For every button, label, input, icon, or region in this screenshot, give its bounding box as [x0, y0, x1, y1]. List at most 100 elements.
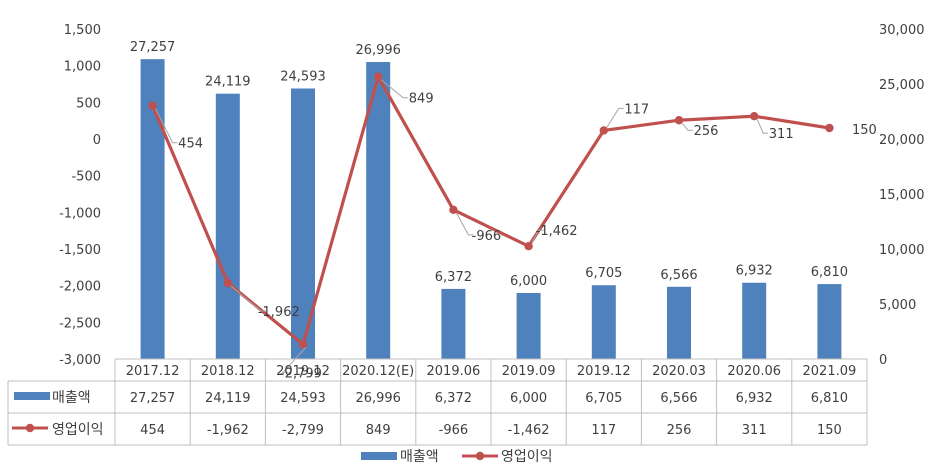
leader-line: [155, 108, 178, 144]
table-cell: 6,000: [510, 391, 547, 406]
right-axis-tick-label: 5,000: [879, 298, 916, 313]
line-data-label: -966: [472, 229, 502, 244]
line-data-label: 150: [852, 123, 877, 138]
table-row-header: 영업이익: [52, 422, 104, 438]
line-data-label: -2,799: [280, 366, 322, 381]
data-table: 2017.12 27,257 454 2018.12 24,119 -1,962 2019.…: [7, 358, 868, 446]
bar-data-label: 6,000: [510, 274, 547, 289]
line-point: [524, 242, 533, 251]
bar: [215, 93, 240, 359]
table-cell: 6,705: [585, 391, 622, 406]
table-cell: 117: [591, 423, 616, 438]
table-cell: 26,996: [355, 391, 401, 406]
category-label: 2019.09: [502, 364, 556, 379]
category-label: 2020.03: [652, 364, 706, 379]
line-data-label: 256: [694, 124, 719, 139]
bar-data-label: 27,257: [130, 40, 176, 55]
bar-data-label: 6,372: [435, 270, 472, 285]
line-point: [449, 205, 458, 215]
category-label: 2017.12: [126, 364, 180, 379]
category-label: 2020.06: [727, 364, 781, 379]
table-cell: -2,799: [282, 423, 324, 438]
leader-lines: [155, 79, 769, 373]
line-data-label: 849: [409, 92, 434, 107]
bar-data-label: 24,119: [205, 75, 251, 90]
bar: [742, 282, 767, 359]
leader-line: [681, 122, 693, 131]
left-axis-tick-label: -500: [71, 170, 101, 185]
line-point: [674, 116, 684, 125]
category-label: 2019.06: [427, 364, 481, 379]
table-cell: -1,462: [508, 423, 550, 438]
category-label: 2018.12: [201, 364, 255, 379]
table-cell: 311: [742, 423, 767, 438]
table-cell: -1,962: [207, 423, 249, 438]
left-axis-tick-label: 500: [76, 96, 101, 111]
table-cell: 6,372: [435, 391, 472, 406]
line-point: [374, 72, 383, 81]
table-cell: 6,810: [811, 391, 848, 406]
table-cell: 454: [140, 423, 165, 438]
legend-entry: 영업이익: [501, 449, 553, 465]
bar: [441, 288, 466, 359]
leader-line: [281, 346, 307, 373]
bars-layer: [140, 59, 842, 360]
line-point: [148, 101, 157, 110]
table-cell: 256: [667, 423, 692, 438]
left-axis-tick-label: -3,000: [59, 353, 101, 368]
table-row-header: 매출액: [52, 390, 91, 406]
leader-line: [606, 107, 624, 128]
leader-line: [230, 285, 266, 312]
line-point: [825, 123, 834, 133]
right-axis-tick-label: 25,000: [879, 78, 925, 93]
table-cell: 24,119: [205, 391, 251, 406]
bar: [366, 62, 391, 359]
line-layer: [148, 72, 834, 349]
bar-data-label: 6,705: [585, 266, 622, 281]
table-cell: 24,593: [280, 391, 326, 406]
table-cell: -966: [439, 423, 469, 438]
bar-data-label: 6,810: [811, 265, 848, 280]
legend-entry: 매출액: [400, 449, 439, 465]
line-data-label: -1,962: [258, 305, 300, 320]
bar: [591, 285, 616, 359]
table-cell: 6,566: [660, 391, 697, 406]
line-data-label: 311: [769, 127, 794, 142]
bar-data-label: 6,566: [660, 268, 697, 283]
line-data-label: 117: [624, 102, 649, 117]
line-point: [223, 278, 232, 288]
legend-key-bar: [14, 392, 50, 400]
category-label: 2020.12(E): [342, 364, 414, 379]
right-axis-tick-label: 10,000: [879, 243, 925, 258]
table-cell: 150: [817, 423, 842, 438]
bar-data-label: 26,996: [355, 43, 401, 58]
category-label: 2021.09: [803, 364, 857, 379]
table-cell: 6,932: [736, 391, 773, 406]
bar: [667, 286, 691, 359]
legend-key-marker: [475, 451, 485, 461]
right-axis-tick-label: 0: [879, 353, 887, 368]
bar: [516, 293, 541, 359]
right-axis-tick-label: 30,000: [879, 23, 925, 38]
line-data-label: 454: [178, 137, 203, 152]
bar-data-label: 6,932: [736, 264, 773, 279]
leader-line: [756, 118, 769, 134]
leader-line: [455, 212, 474, 236]
bar-data-label: 24,593: [280, 69, 326, 84]
line-data-label: -1,462: [536, 224, 578, 239]
table-cell: 27,257: [130, 391, 176, 406]
line-point: [750, 111, 759, 121]
line-point: [298, 340, 308, 349]
leader-line: [531, 229, 544, 244]
legend: 매출액 영업이익: [361, 449, 553, 465]
right-axis-tick-label: 20,000: [879, 133, 925, 148]
left-axis-tick-label: -1,000: [59, 206, 101, 221]
left-axis-tick-label: 1,500: [64, 23, 101, 38]
left-axis-tick-label: 1,000: [64, 60, 101, 75]
axes: -3,000 -2,500 -2,000 -1,500 -1,000 -500 0 500 1,…: [59, 23, 924, 368]
data-labels: 27,257 24,119 24,593 26,996 6,372 6,000 6,705 6…: [130, 40, 877, 381]
table-cell: 849: [366, 423, 391, 438]
left-axis-tick-label: -1,500: [59, 243, 101, 258]
legend-key-marker: [25, 423, 35, 433]
